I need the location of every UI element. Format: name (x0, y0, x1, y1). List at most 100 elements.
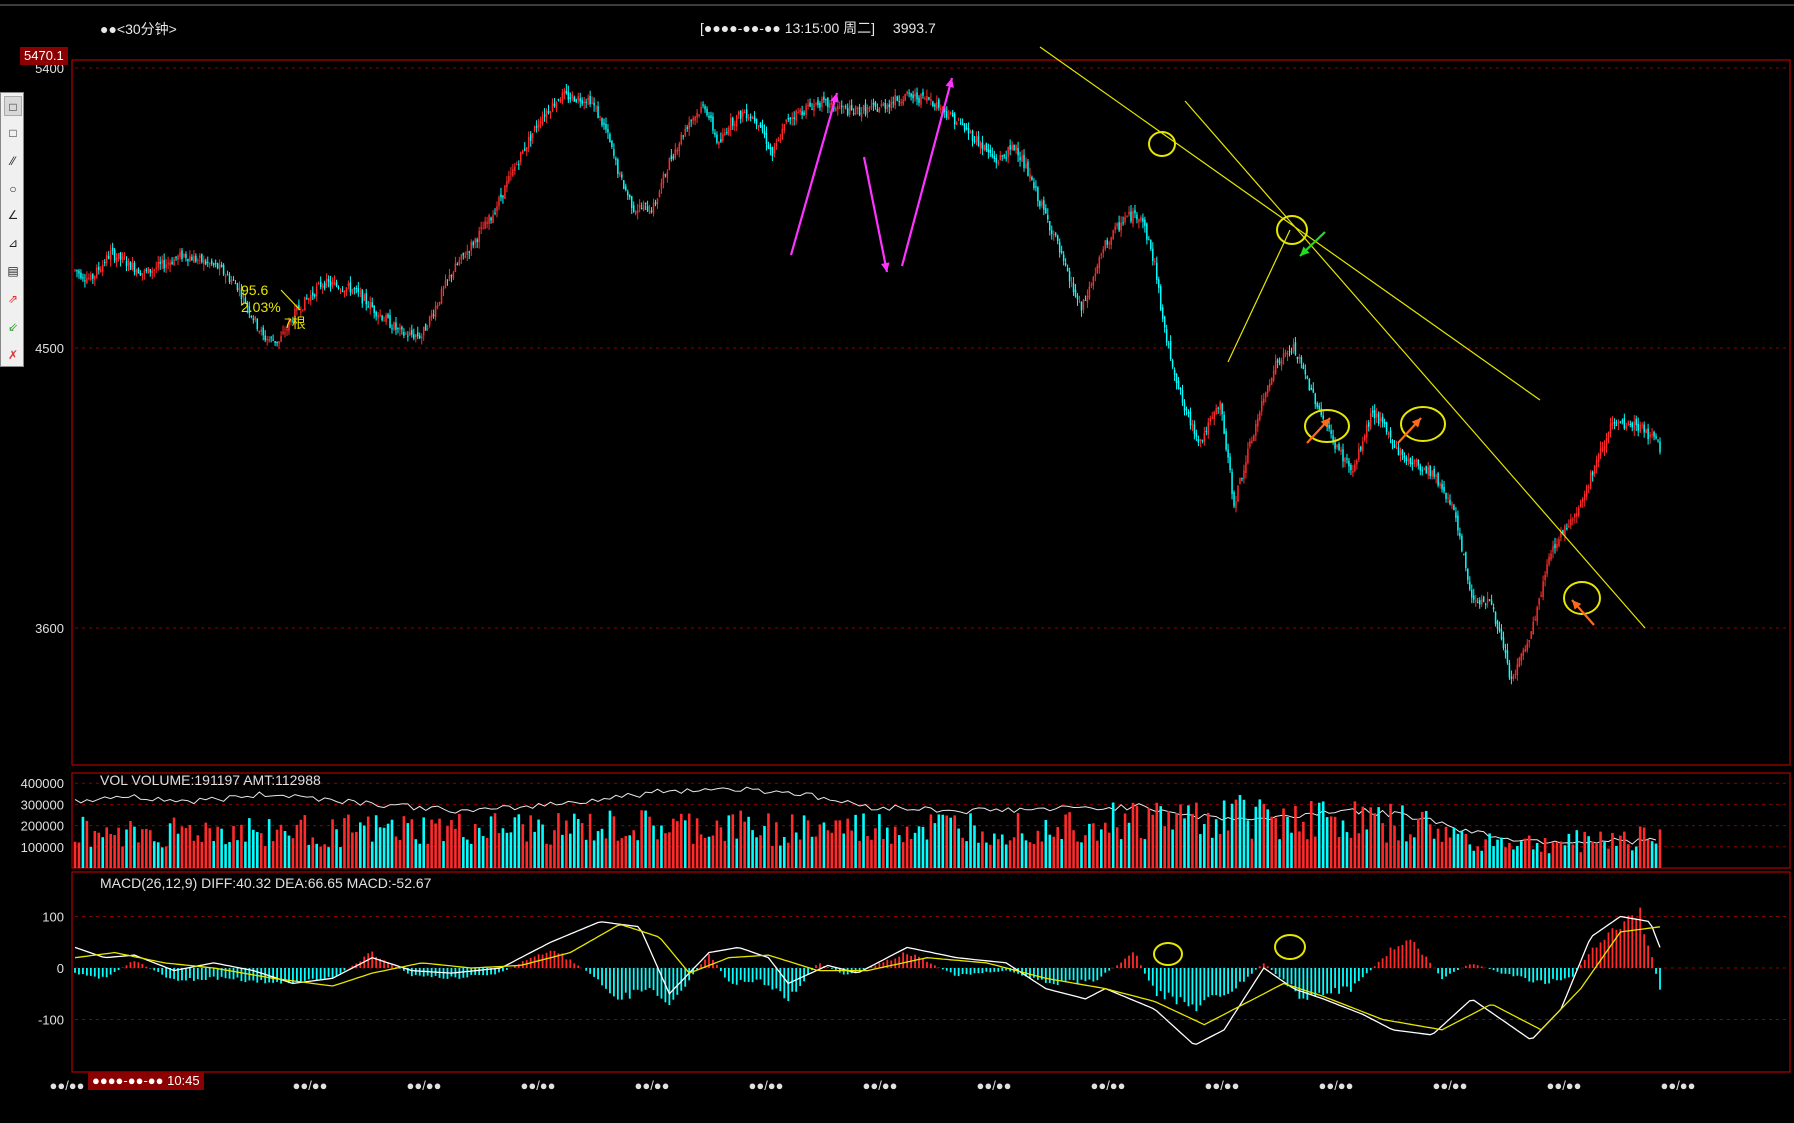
pattern-arrow-head[interactable] (880, 262, 890, 272)
parallel-lines-icon[interactable]: ⁄⁄ (10, 154, 15, 168)
candle-down (206, 261, 209, 263)
volume-bar (271, 841, 275, 868)
volume-bar (180, 826, 184, 868)
volume-bar (1286, 816, 1289, 868)
volume-ma-line (74, 786, 1657, 845)
volume-bar (129, 821, 132, 868)
volume-bar (275, 829, 279, 868)
macd-circle-marker[interactable] (1153, 942, 1183, 966)
price-circle-marker[interactable] (1148, 131, 1176, 157)
candle-down (357, 288, 360, 292)
measure-bracket[interactable] (280, 289, 301, 311)
candle-down (220, 264, 223, 267)
candle-up (831, 101, 833, 105)
price-circle-marker[interactable] (1304, 409, 1350, 443)
up-arrow-icon[interactable]: ⇗ (7, 292, 19, 306)
candle-up (516, 163, 518, 165)
pattern-arrow[interactable] (900, 77, 954, 267)
volume-bar (1191, 813, 1194, 868)
volume-bar (561, 834, 564, 868)
candle-down (137, 268, 140, 274)
candle-down (712, 116, 714, 131)
candle-down (1469, 581, 1471, 590)
pattern-arrow[interactable] (789, 92, 839, 256)
candle-up (696, 112, 698, 118)
candle-down (139, 272, 142, 276)
cursor-icon[interactable]: □ (4, 96, 22, 116)
delete-icon[interactable]: ✗ (7, 348, 19, 362)
candle-down (195, 255, 197, 262)
candle-up (1548, 556, 1550, 565)
candle-down (1148, 239, 1150, 241)
time-axis-label: ●●/●● (292, 1078, 327, 1093)
candle-down (529, 134, 532, 141)
ellipse-icon[interactable]: ○ (9, 182, 17, 196)
volume-bar (1436, 828, 1440, 868)
candle-down (850, 104, 853, 111)
candle-up (1015, 145, 1017, 151)
trendline-support[interactable] (1227, 229, 1291, 363)
candle-up (747, 117, 750, 120)
candle-down (581, 100, 583, 104)
price-circle-marker[interactable] (1276, 215, 1308, 245)
candle-up (1550, 553, 1552, 560)
pattern-arrow[interactable] (862, 156, 889, 273)
trend-angle-icon[interactable]: ∠ (7, 208, 19, 222)
candle-down (601, 118, 603, 126)
volume-bar (93, 830, 97, 868)
candle-down (133, 262, 136, 273)
candle-down (1401, 449, 1404, 455)
volume-bar (168, 823, 172, 868)
candle-up (1219, 401, 1221, 410)
bar-measure-icon[interactable]: ▤ (7, 264, 19, 278)
candle-up (636, 210, 639, 213)
macd-circle-marker[interactable] (1274, 934, 1306, 960)
candle-up (549, 112, 552, 114)
candle-down (1187, 412, 1190, 414)
sell-arrow-head[interactable] (1572, 600, 1582, 610)
candle-up (173, 259, 175, 266)
buy-arrow-head[interactable] (1411, 418, 1421, 428)
candle-up (1583, 493, 1586, 501)
candle-up (539, 121, 542, 124)
down-arrow-icon[interactable]: ⇙ (7, 320, 19, 334)
volume-bar (596, 831, 600, 868)
candle-up (1568, 526, 1570, 528)
price-circle-marker[interactable] (1563, 581, 1601, 615)
volume-bar (1032, 843, 1036, 868)
volume-bar (299, 819, 303, 868)
volume-bar (240, 824, 243, 868)
price-circle-marker[interactable] (1400, 406, 1446, 442)
candle-up (383, 320, 385, 322)
candle-up (660, 182, 663, 190)
volume-bar (755, 837, 758, 868)
fibonacci-icon[interactable]: ⊿ (7, 236, 19, 250)
trendline-lower[interactable] (1184, 100, 1646, 629)
candle-up (1574, 514, 1576, 518)
buy-arrow-head[interactable] (1320, 418, 1330, 428)
chart-info: [●●●●-●●-●● 13:15:00 周二] 3993.7 (700, 18, 936, 38)
candle-down (403, 332, 405, 336)
trendline-upper[interactable] (1039, 46, 1541, 401)
volume-bar (1183, 818, 1186, 868)
candle-up (1641, 424, 1643, 426)
sell-arrow-head[interactable] (1300, 246, 1310, 256)
candle-down (1350, 464, 1352, 471)
candle-up (1540, 595, 1542, 597)
rectangle-icon[interactable]: □ (9, 126, 17, 140)
candle-down (630, 196, 633, 208)
candle-up (474, 238, 476, 244)
period-label[interactable]: ●●<30分钟> (100, 21, 177, 37)
volume-bar (184, 828, 188, 868)
pattern-arrow-head[interactable] (830, 93, 839, 103)
candle-up (1649, 434, 1651, 438)
candle-down (1381, 416, 1384, 423)
candle-down (1066, 267, 1069, 272)
candle-down (329, 281, 332, 287)
volume-bar (1516, 846, 1519, 868)
pattern-arrow-head[interactable] (945, 78, 954, 88)
candle-up (310, 294, 312, 301)
candle-up (458, 260, 461, 265)
candle-down (319, 281, 322, 287)
